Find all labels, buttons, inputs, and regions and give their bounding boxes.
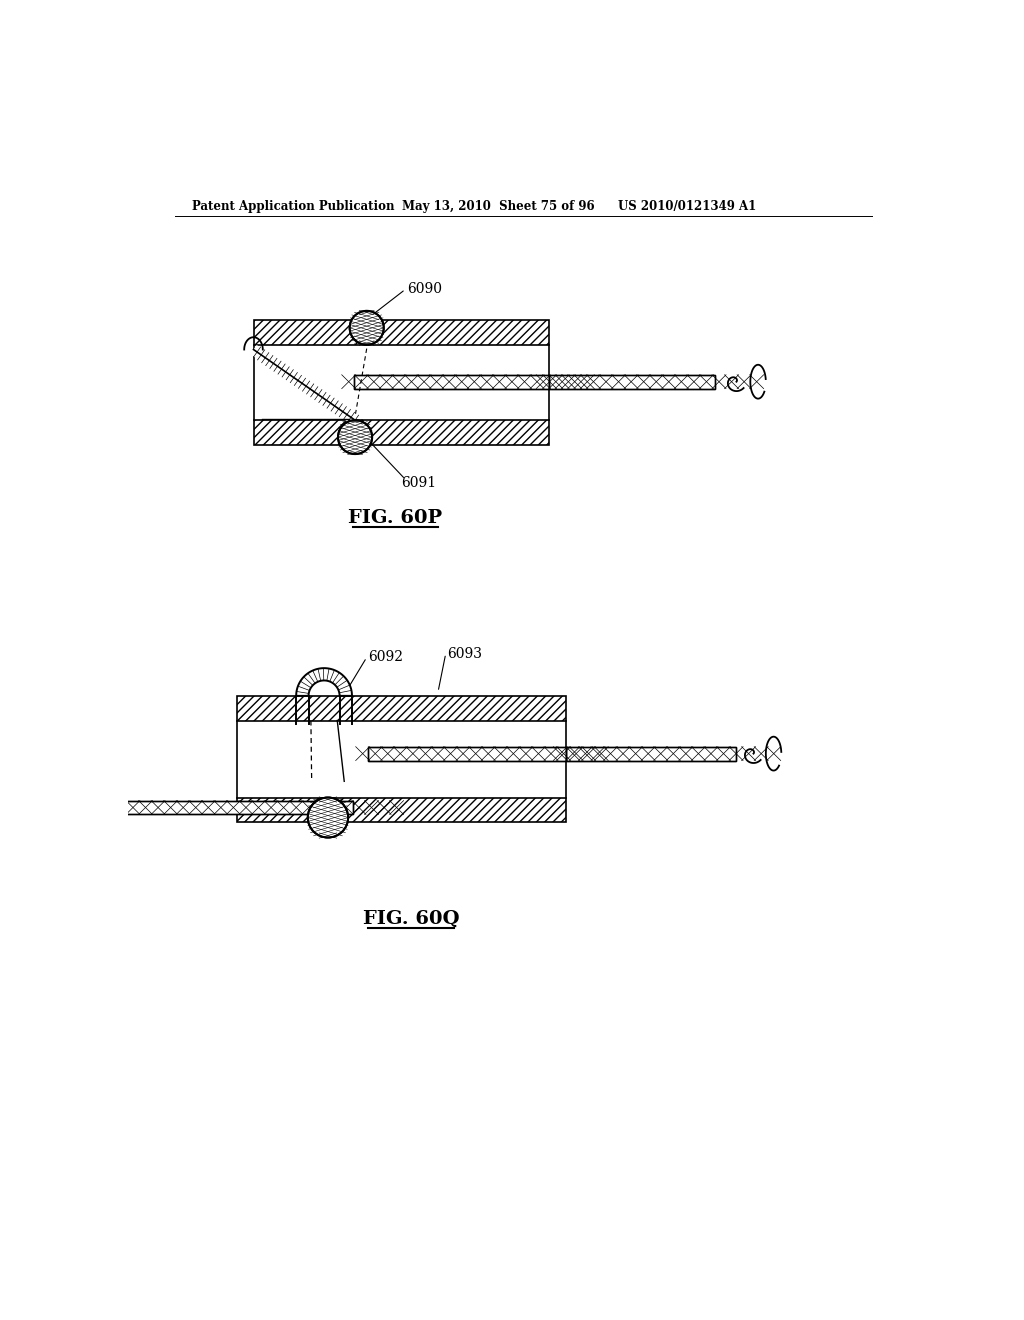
Bar xyxy=(354,375,549,388)
Text: May 13, 2010  Sheet 75 of 96: May 13, 2010 Sheet 75 of 96 xyxy=(401,199,594,213)
Circle shape xyxy=(338,420,372,454)
Bar xyxy=(549,375,716,388)
Polygon shape xyxy=(296,668,352,696)
Bar xyxy=(369,747,566,760)
Text: Patent Application Publication: Patent Application Publication xyxy=(191,199,394,213)
Bar xyxy=(566,747,736,760)
Text: 6091: 6091 xyxy=(401,477,436,490)
Bar xyxy=(354,375,549,388)
Text: US 2010/0121349 A1: US 2010/0121349 A1 xyxy=(617,199,756,213)
Text: FIG. 60P: FIG. 60P xyxy=(348,510,442,527)
Bar xyxy=(566,747,736,760)
Bar xyxy=(254,345,549,420)
Bar xyxy=(237,696,566,721)
Circle shape xyxy=(349,312,384,345)
Text: 6092: 6092 xyxy=(369,651,403,664)
Bar xyxy=(237,797,566,822)
Bar xyxy=(254,420,549,445)
Text: 6090: 6090 xyxy=(407,282,442,296)
Text: FIG. 60Q: FIG. 60Q xyxy=(362,909,459,928)
Bar xyxy=(101,800,352,814)
Bar xyxy=(549,375,716,388)
Bar xyxy=(237,721,566,797)
Circle shape xyxy=(308,797,348,838)
Bar xyxy=(254,321,549,345)
Text: 6093: 6093 xyxy=(447,647,482,660)
Bar xyxy=(101,800,352,814)
Bar xyxy=(369,747,566,760)
